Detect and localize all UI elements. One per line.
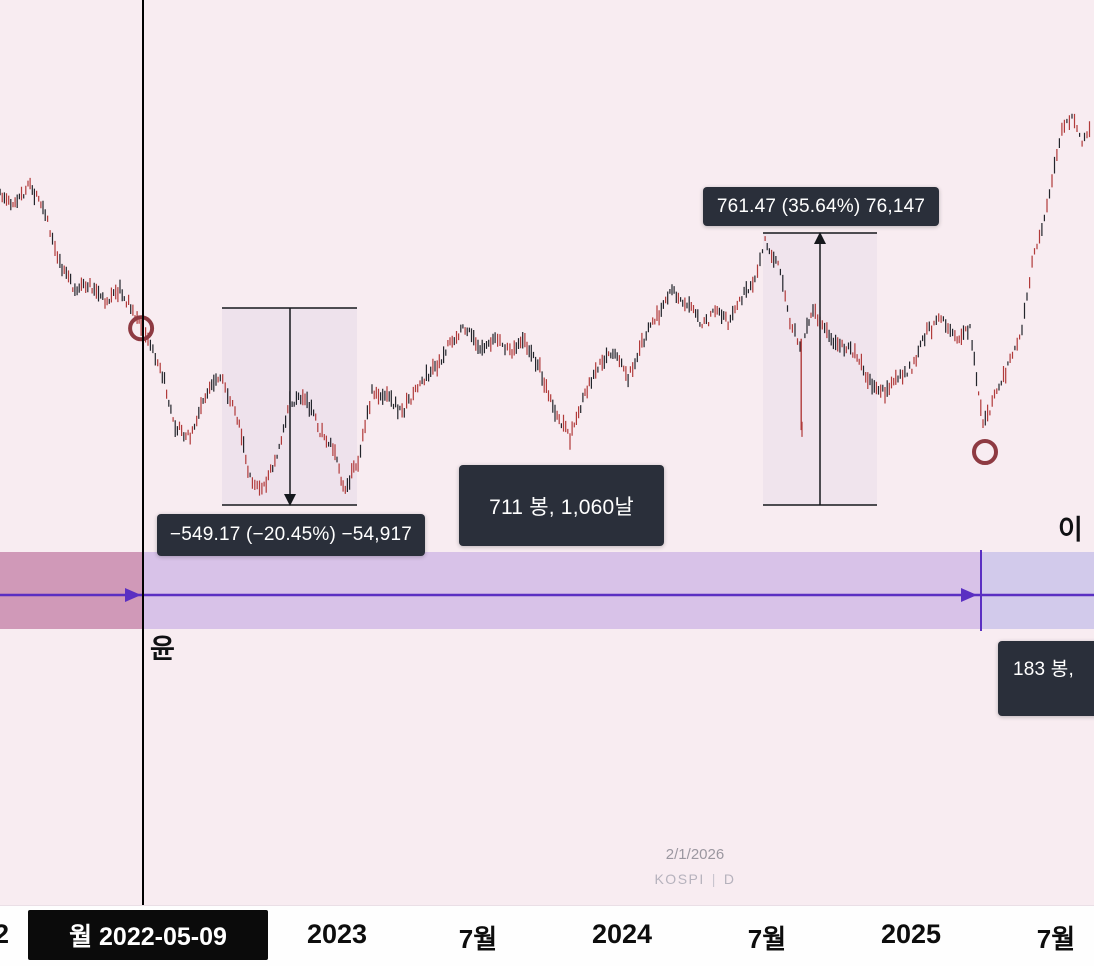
axis-label: 2024 bbox=[591, 919, 653, 949]
axis-label: 7월 bbox=[1036, 924, 1076, 954]
symbol-watermark: KOSPI | D bbox=[595, 871, 795, 887]
candles bbox=[0, 113, 1091, 496]
axis-label: 7월 bbox=[458, 924, 498, 954]
axis-label-partial: 2 bbox=[0, 919, 10, 949]
axis-label: 2025 bbox=[880, 919, 942, 949]
measure-down-label[interactable]: −549.17 (−20.45%) −54,917 bbox=[157, 514, 425, 556]
axis-label: 2023 bbox=[306, 919, 368, 949]
price-chart[interactable] bbox=[0, 0, 1094, 905]
bars-partial-label[interactable]: 183 봉, bbox=[998, 641, 1094, 716]
bars-days-label[interactable]: 711 봉, 1,060날 bbox=[459, 465, 664, 546]
president-label-yoon[interactable]: 윤 bbox=[150, 634, 175, 664]
measure-up-label[interactable]: 761.47 (35.64%) 76,147 bbox=[703, 187, 939, 226]
measure-up-tool[interactable] bbox=[763, 232, 877, 506]
presidential-term-bands[interactable] bbox=[0, 550, 1094, 631]
watermark-date: 2/1/2026 bbox=[665, 846, 725, 863]
trade-marker-circle-right[interactable] bbox=[972, 439, 998, 465]
time-axis[interactable]: 2 2023 7월 2024 7월 2025 7월 월 2022-05-09 bbox=[0, 905, 1094, 966]
watermark-symbol-text: KOSPI bbox=[654, 871, 705, 887]
crosshair-date-tooltip: 월 2022-05-09 bbox=[28, 910, 268, 960]
axis-label: 7월 bbox=[747, 924, 787, 954]
watermark-separator: | bbox=[711, 871, 717, 887]
president-label-lee[interactable]: 이 bbox=[1058, 515, 1083, 545]
measure-down-tool[interactable] bbox=[222, 307, 357, 506]
watermark-interval-text: D bbox=[723, 871, 736, 887]
trade-marker-circle-left[interactable] bbox=[128, 315, 155, 342]
